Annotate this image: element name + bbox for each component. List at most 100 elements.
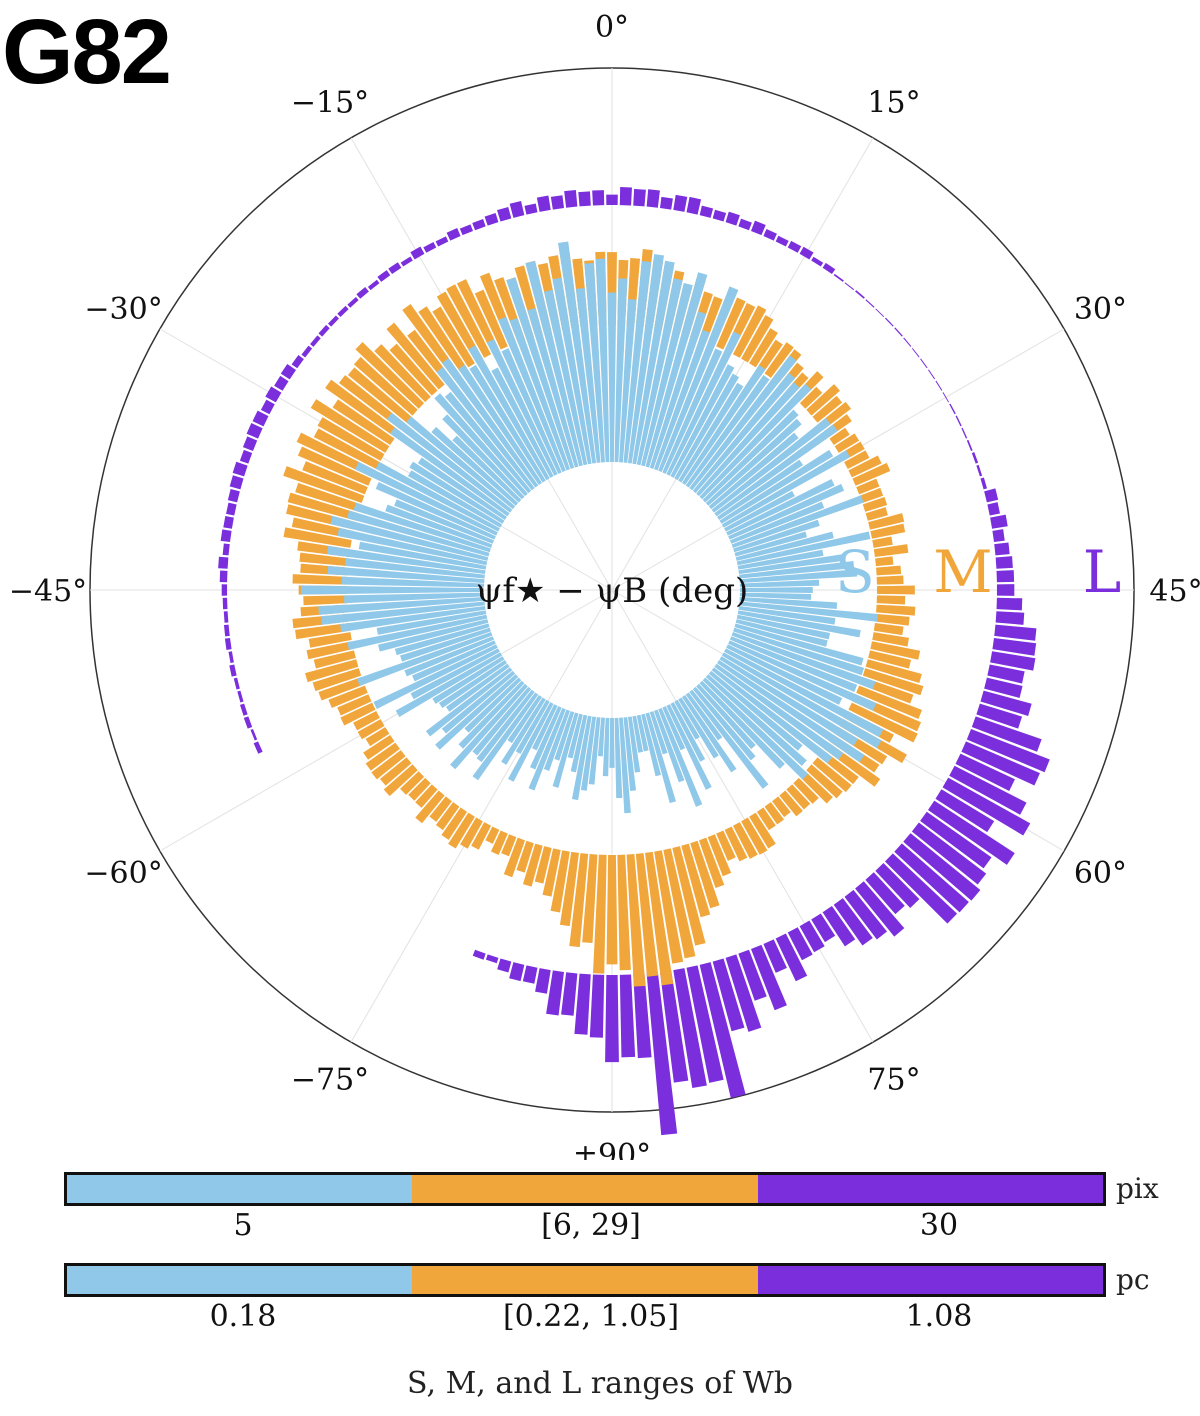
histogram-bar-S bbox=[321, 601, 485, 625]
histogram-bar-M bbox=[872, 536, 893, 548]
histogram-bar-M bbox=[312, 668, 362, 692]
histogram-bar-L bbox=[844, 889, 887, 940]
histogram-bar-M bbox=[303, 595, 348, 606]
histogram-bar-S bbox=[570, 714, 588, 773]
histogram-bar-L bbox=[992, 637, 1037, 656]
histogram-bar-S bbox=[702, 409, 799, 503]
histogram-bar-L bbox=[522, 965, 538, 984]
histogram-bar-L bbox=[646, 972, 678, 1136]
histogram-bar-L bbox=[220, 529, 232, 543]
histogram-bar-S bbox=[486, 339, 558, 476]
histogram-bar-S bbox=[654, 709, 685, 783]
histogram-bar-L bbox=[961, 741, 1040, 786]
histogram-bar-M bbox=[772, 796, 791, 818]
histogram-bar-M bbox=[302, 461, 368, 495]
histogram-bar-M bbox=[297, 446, 372, 486]
histogram-bar-L bbox=[927, 369, 936, 380]
histogram-bar-M bbox=[848, 455, 882, 478]
histogram-bar-S bbox=[344, 558, 485, 579]
histogram-bar-M bbox=[299, 552, 349, 567]
histogram-bar-L bbox=[222, 597, 228, 610]
histogram-bar-L bbox=[763, 939, 787, 973]
histogram-bar-S bbox=[464, 677, 522, 733]
histogram-bar-M bbox=[645, 851, 674, 986]
histogram-bar-S bbox=[472, 686, 532, 756]
histogram-bar-S bbox=[739, 569, 858, 583]
legend-bar-pc bbox=[64, 1263, 1106, 1297]
figure-title: G82 bbox=[2, 1, 172, 103]
histogram-bar-S bbox=[353, 502, 491, 553]
histogram-bar-M bbox=[380, 757, 412, 786]
histogram-bar-M bbox=[741, 314, 774, 363]
histogram-bar-L bbox=[976, 464, 983, 477]
histogram-bar-L bbox=[592, 190, 605, 206]
histogram-bar-L bbox=[955, 753, 1015, 791]
histogram-bar-L bbox=[485, 954, 499, 964]
histogram-bar-M bbox=[501, 834, 517, 857]
histogram-bar-M bbox=[374, 344, 431, 403]
histogram-bar-M bbox=[749, 812, 776, 849]
histogram-bar-S bbox=[734, 623, 864, 666]
histogram-bar-L bbox=[855, 290, 865, 299]
histogram-bar-L bbox=[996, 597, 1023, 611]
angle-tick-labels: 0° 15° 30° 45° 60° 75° ±90° −75° −60° −45° −30° −15… bbox=[9, 10, 1200, 1160]
angle-tick-label: 45° bbox=[1149, 574, 1200, 609]
histogram-bar-M bbox=[793, 777, 819, 804]
histogram-bar-L bbox=[589, 974, 605, 1038]
histogram-bar-L bbox=[996, 584, 1015, 596]
histogram-bar-L bbox=[497, 206, 512, 222]
histogram-bar-S bbox=[390, 427, 510, 517]
histogram-bar-S bbox=[407, 470, 503, 528]
legend-seg-L bbox=[757, 1175, 1103, 1203]
histogram-bar-S bbox=[714, 663, 844, 760]
histogram-bar-L bbox=[659, 196, 673, 210]
histogram-bar-S bbox=[412, 640, 496, 682]
histogram-bar-L bbox=[318, 324, 330, 337]
histogram-bar-L bbox=[265, 386, 282, 403]
histogram-bar-S bbox=[552, 712, 579, 788]
histogram-bar-M bbox=[799, 386, 823, 409]
angle-tick-label: −15° bbox=[291, 86, 369, 121]
histogram-bar-S bbox=[597, 717, 605, 757]
histogram-bar-M bbox=[672, 846, 706, 946]
histogram-bar-S bbox=[571, 715, 592, 801]
histogram-bar-L bbox=[984, 488, 999, 503]
histogram-bar-M bbox=[690, 840, 720, 909]
histogram-bar-S bbox=[432, 656, 505, 704]
histogram-bar-M bbox=[542, 848, 561, 897]
histogram-bar-S bbox=[357, 632, 493, 687]
histogram-bar-L bbox=[223, 624, 230, 637]
histogram-bar-S bbox=[318, 597, 485, 615]
histogram-bar-S bbox=[425, 667, 513, 737]
legend-seg-M bbox=[412, 1266, 758, 1294]
legend-seg-S bbox=[67, 1175, 413, 1203]
histogram-bar-L bbox=[996, 570, 1015, 583]
histogram-bar-S bbox=[674, 699, 700, 740]
histogram-bar-L bbox=[327, 315, 340, 327]
histogram-bar-L bbox=[221, 584, 228, 596]
histogram-bar-M bbox=[876, 565, 902, 576]
histogram-bar-S bbox=[666, 331, 741, 476]
histogram-bar-M bbox=[617, 854, 631, 971]
histogram-bar-L bbox=[712, 958, 745, 1032]
histogram-bar-L bbox=[633, 973, 652, 1059]
histogram-bar-L bbox=[787, 927, 813, 961]
histogram-bar-L bbox=[228, 651, 234, 664]
histogram-bar-S bbox=[400, 627, 491, 662]
histogram-bar-L bbox=[550, 195, 565, 210]
histogram-bar-L bbox=[935, 380, 943, 391]
histogram-bar-L bbox=[990, 651, 1036, 671]
histogram-bar-L bbox=[980, 477, 988, 490]
histogram-bar-S bbox=[739, 587, 813, 593]
histogram-bar-L bbox=[301, 345, 313, 358]
histogram-bar-S bbox=[708, 670, 803, 751]
grid-spoke bbox=[159, 328, 613, 591]
histogram-bar-M bbox=[503, 837, 526, 878]
series-L-bars bbox=[218, 187, 1050, 1136]
histogram-bar-L bbox=[226, 502, 237, 516]
histogram-bar-S bbox=[739, 561, 855, 579]
histogram-bar-L bbox=[239, 449, 253, 464]
histogram-bar-S bbox=[739, 601, 878, 622]
histogram-bar-S bbox=[623, 261, 652, 463]
histogram-bar-M bbox=[779, 790, 803, 817]
